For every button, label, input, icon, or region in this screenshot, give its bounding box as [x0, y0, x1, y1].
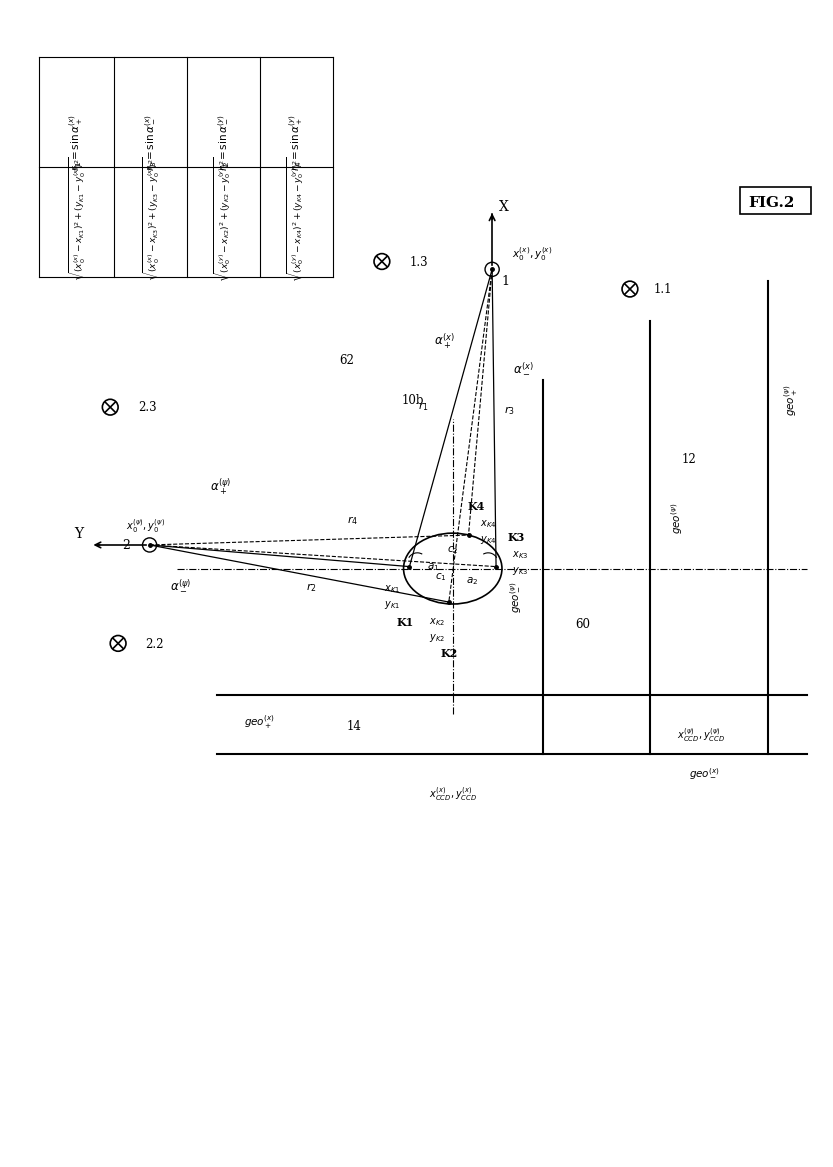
Text: 1: 1	[501, 275, 510, 288]
Text: $x_{CCD}^{(\psi)}, y_{CCD}^{(\psi)}$: $x_{CCD}^{(\psi)}, y_{CCD}^{(\psi)}$	[676, 726, 724, 743]
Text: 1.1: 1.1	[653, 284, 671, 296]
Text: K1: K1	[397, 616, 414, 628]
Text: 12: 12	[681, 453, 696, 466]
Text: $x_{K2}$: $x_{K2}$	[428, 616, 445, 628]
Text: 14: 14	[347, 720, 362, 733]
Text: X: X	[498, 200, 508, 214]
Text: $a_1$: $a_1$	[426, 561, 439, 573]
Text: 2.2: 2.2	[146, 637, 164, 650]
Text: $y_{K2}$: $y_{K2}$	[428, 631, 445, 644]
Text: K4: K4	[467, 501, 485, 511]
Text: $y_{K1}$: $y_{K1}$	[383, 599, 399, 610]
Text: $\alpha_-^{(\psi)}$: $\alpha_-^{(\psi)}$	[170, 578, 192, 592]
Text: $\sqrt{(x_0^{(x)}-x_{K3})^2+(y_{K3}-y_0^{(x)})^2}$: $\sqrt{(x_0^{(x)}-x_{K3})^2+(y_{K3}-y_0^…	[141, 156, 160, 281]
Text: $r_4 = \sin\alpha_+^{(y)}$: $r_4 = \sin\alpha_+^{(y)}$	[287, 113, 305, 170]
Text: $geo_-^{(x)}$: $geo_-^{(x)}$	[688, 767, 720, 781]
Text: $r_1$: $r_1$	[417, 400, 428, 413]
Text: $geo_+^{(x)}$: $geo_+^{(x)}$	[244, 714, 275, 731]
Text: $r_3$: $r_3$	[504, 404, 515, 417]
Text: FIG.2: FIG.2	[747, 196, 794, 210]
Text: $r_1 = \sin\alpha_+^{(x)}$: $r_1 = \sin\alpha_+^{(x)}$	[68, 113, 85, 170]
Text: $\alpha_+^{(\psi)}$: $\alpha_+^{(\psi)}$	[210, 476, 231, 496]
Text: 2: 2	[122, 539, 130, 552]
Text: 1.3: 1.3	[409, 256, 427, 268]
Text: 62: 62	[339, 354, 353, 366]
Text: $r_3 = \sin\alpha_-^{(x)}$: $r_3 = \sin\alpha_-^{(x)}$	[143, 113, 157, 170]
Text: $r_2 = \sin\alpha_-^{(y)}$: $r_2 = \sin\alpha_-^{(y)}$	[216, 113, 231, 170]
Text: 60: 60	[575, 617, 590, 630]
Text: $geo_+^{(\psi)}$: $geo_+^{(\psi)}$	[782, 384, 799, 415]
Text: $x_0^{(x)}, y_0^{(x)}$: $x_0^{(x)}, y_0^{(x)}$	[511, 245, 551, 263]
Text: $x_{K1}$: $x_{K1}$	[383, 582, 399, 594]
Text: $r_4$: $r_4$	[347, 515, 357, 527]
Text: $a_2$: $a_2$	[466, 575, 478, 587]
Text: $geo_-^{(\psi)}$: $geo_-^{(\psi)}$	[508, 581, 522, 613]
Text: $x_{CCD}^{(x)}, y_{CCD}^{(x)}$: $x_{CCD}^{(x)}, y_{CCD}^{(x)}$	[428, 784, 476, 802]
Text: $geo^{(\psi)}$: $geo^{(\psi)}$	[669, 502, 685, 533]
Text: $\sqrt{(x_0^{(y)}-x_{K4})^2+(y_{K4}-y_0^{(y)})^2}$: $\sqrt{(x_0^{(y)}-x_{K4})^2+(y_{K4}-y_0^…	[286, 156, 307, 281]
Text: $x_0^{(\psi)}, y_0^{(\psi)}$: $x_0^{(\psi)}, y_0^{(\psi)}$	[126, 517, 165, 534]
Text: $\sqrt{(x_0^{(y)}-x_{K2})^2+(y_{K2}-y_0^{(y)})^2}$: $\sqrt{(x_0^{(y)}-x_{K2})^2+(y_{K2}-y_0^…	[212, 156, 234, 281]
Text: $x_{K3}$: $x_{K3}$	[511, 550, 527, 561]
Text: K2: K2	[440, 648, 457, 659]
Text: $\alpha_+^{(x)}$: $\alpha_+^{(x)}$	[434, 331, 455, 350]
Text: $c_2$: $c_2$	[446, 544, 458, 555]
Text: $\sqrt{(x_0^{(x)}-x_{K1})^2+(y_{K1}-y_0^{(x)})^2}$: $\sqrt{(x_0^{(x)}-x_{K1})^2+(y_{K1}-y_0^…	[67, 156, 87, 281]
Text: 10b: 10b	[402, 393, 424, 406]
Text: $x_{K4}$: $x_{K4}$	[480, 518, 496, 530]
Text: K3: K3	[506, 532, 524, 543]
Text: $r_2$: $r_2$	[306, 581, 316, 594]
Text: $y_{K3}$: $y_{K3}$	[511, 565, 527, 576]
Text: $y_{K4}$: $y_{K4}$	[480, 533, 496, 545]
Text: Y: Y	[74, 526, 83, 540]
Text: $\alpha_-^{(x)}$: $\alpha_-^{(x)}$	[512, 361, 533, 376]
Text: $c_1$: $c_1$	[435, 571, 446, 582]
Text: 2.3: 2.3	[137, 401, 157, 414]
